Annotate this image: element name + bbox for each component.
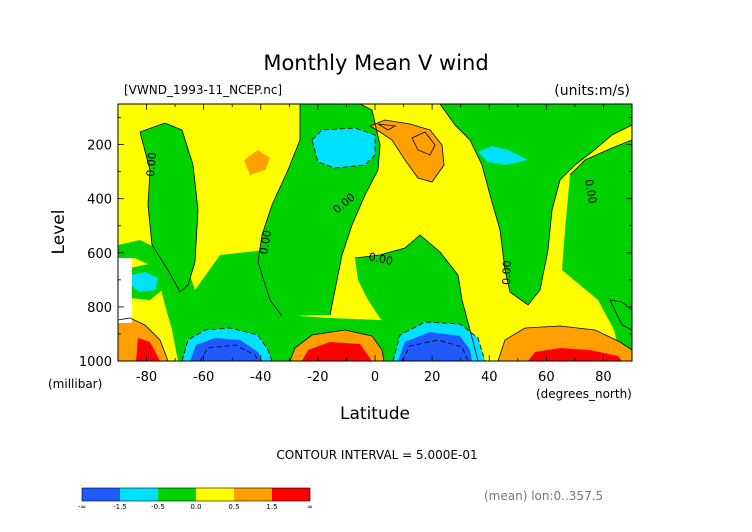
blue-region-sh: [190, 338, 262, 361]
y-axis: 200 400 600 800 1000: [79, 117, 632, 370]
y-axis-title: Level: [49, 210, 69, 255]
contour-lines: [118, 104, 632, 361]
dashed-contour-line: [199, 344, 259, 361]
y-tick-label: 800: [87, 301, 112, 316]
colorbar-swatch: [272, 488, 310, 501]
x-tick-label: 20: [424, 370, 441, 385]
plot-area: 0.00 0.00 0.00 0.00 0.00 0.00: [118, 104, 632, 361]
orange-region-upper: [370, 120, 444, 182]
missing-data-patch: [118, 258, 132, 323]
contour-interval-text: CONTOUR INTERVAL = 5.000E-01: [276, 448, 477, 462]
contour-label: 0.00: [144, 152, 159, 178]
dashed-contour-line: [392, 321, 486, 361]
x-axis-title: Latitude: [340, 404, 410, 424]
x-tick-label: -20: [307, 370, 328, 385]
contour-label: 0.00: [500, 260, 514, 285]
x-tick-label: 60: [538, 370, 555, 385]
red-region-sh: [302, 342, 372, 361]
contour-line: [257, 104, 301, 317]
cyan-region-small: [478, 146, 528, 165]
cyan-region-left: [132, 272, 158, 292]
x-tick-label: -80: [136, 370, 157, 385]
contour-label: 0.00: [367, 250, 394, 268]
colorbar-label: 0.5: [228, 503, 239, 511]
contour-line: [118, 317, 169, 361]
green-region-column-south: [140, 123, 198, 292]
contour-label: 0.00: [257, 229, 274, 255]
y-tick-label: 400: [87, 193, 112, 208]
x-tick-label: 0: [371, 370, 379, 385]
y-tick-label: 200: [87, 139, 112, 154]
contour-line: [329, 104, 381, 316]
y-tick-label: 600: [87, 247, 112, 262]
y-axis-units: (millibar): [48, 377, 102, 391]
contour-line: [369, 119, 445, 183]
colorbar-label: ∞: [307, 503, 313, 511]
dashed-contour-lines: [181, 127, 486, 361]
dashed-contour-line: [181, 327, 273, 361]
dashed-contour-line: [311, 127, 376, 169]
x-axis-units: (degrees_north): [536, 387, 632, 401]
blue-region-nh: [398, 332, 472, 361]
colorbar-label: -0.5: [151, 503, 165, 511]
x-tick-label: -60: [193, 370, 214, 385]
contour-line: [497, 325, 632, 361]
colorbar-label: -1.5: [113, 503, 127, 511]
y-tick-label: 1000: [79, 355, 112, 370]
cyan-region-upper: [312, 128, 375, 168]
contour-line: [439, 104, 632, 306]
x-tick-label: 40: [481, 370, 498, 385]
colorbar-swatch: [234, 488, 272, 501]
colorbar-swatch: [120, 488, 158, 501]
colorbar-label: 1.5: [266, 503, 277, 511]
contour-line: [139, 122, 199, 293]
chart-title: Monthly Mean V wind: [263, 51, 488, 75]
colorbar-label: -∞: [78, 503, 86, 511]
units-label: (units:m/s): [554, 83, 630, 99]
x-tick-label: 80: [595, 370, 612, 385]
contour-label: 0.00: [582, 178, 599, 204]
colorbar-swatch: [82, 488, 120, 501]
contour-line: [377, 123, 397, 131]
dashed-contour-line: [401, 339, 469, 361]
file-label: [VWND_1993-11_NCEP.nc]: [124, 83, 282, 97]
contour-line: [569, 139, 632, 176]
colorbar-swatch: [196, 488, 234, 501]
red-region-nh: [528, 348, 622, 361]
contour-line: [411, 131, 436, 156]
colorbar: -∞ -1.5 -0.5 0.0 0.5 1.5 ∞: [78, 487, 313, 511]
x-axis: -80 -60 -40 -20 0 20 40 60 80: [117, 104, 633, 385]
orange-region-left: [118, 318, 168, 361]
contour-line: [354, 234, 479, 361]
orange-region-spot: [244, 150, 270, 175]
colorbar-swatch: [158, 488, 196, 501]
red-region-left: [136, 338, 160, 361]
colorbar-label: 0.0: [190, 503, 201, 511]
x-tick-label: -40: [250, 370, 271, 385]
footer-note: (mean) lon:0..357.5: [484, 489, 603, 503]
colorbar-frame: [81, 487, 311, 502]
contour-line: [609, 299, 632, 331]
contour-line: [289, 329, 385, 361]
green-region-nh-right: [562, 140, 632, 361]
